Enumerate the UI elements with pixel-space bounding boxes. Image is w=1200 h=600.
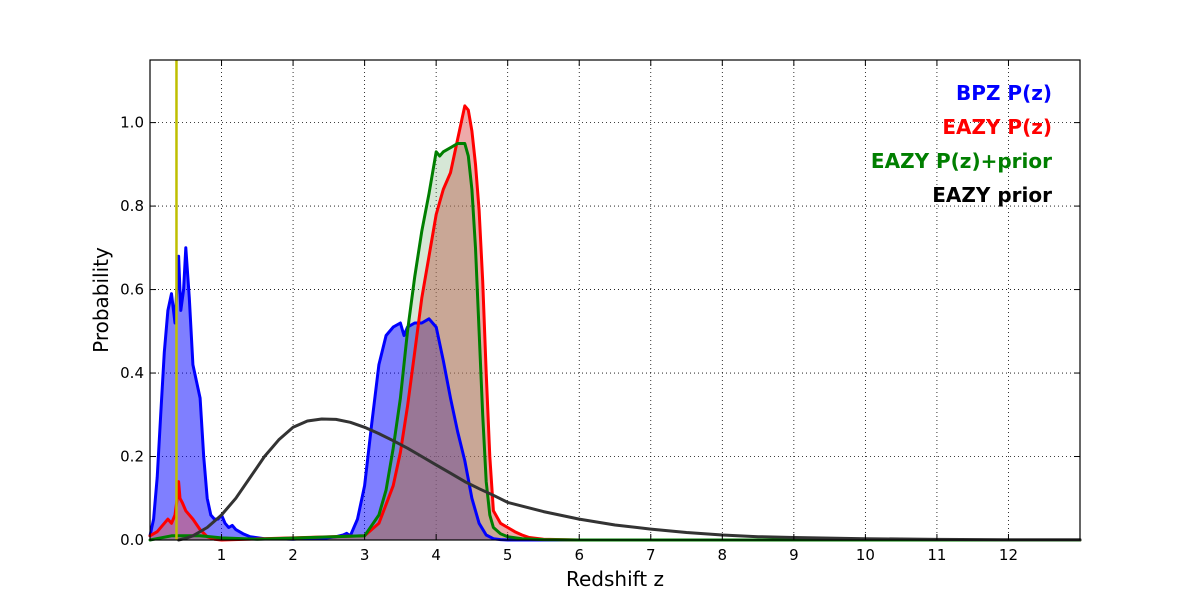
x-tick-label-5: 6 — [574, 546, 584, 564]
x-tick-label-3: 4 — [431, 546, 441, 564]
tick-labels: 1 2 3 4 5 6 7 8 9 10 11 120.00.20.40.60.81.0 — [120, 114, 1018, 564]
x-tick-label-4: 5 — [503, 546, 513, 564]
plot-frame — [149, 59, 1081, 541]
legend-entry-eazy-p-z: EAZY P(z) — [942, 115, 1052, 139]
x-tick-label-10: 11 — [927, 546, 946, 564]
x-tick-label-8: 9 — [789, 546, 799, 564]
x-tick-label-1: 2 — [288, 546, 298, 564]
x-tick-label-6: 7 — [646, 546, 656, 564]
x-tick-label-7: 8 — [718, 546, 728, 564]
y-tick-label-4: 0.8 — [120, 197, 144, 215]
axes — [149, 59, 1081, 541]
series-line-eazy-p-z — [148, 104, 1082, 542]
legend-entry-bpz-p-z: BPZ P(z) — [956, 81, 1052, 105]
legend-entry-eazy-p-z-prior: EAZY P(z)+prior — [871, 149, 1052, 173]
y-axis-label: Probability — [89, 247, 113, 353]
legend-entry-eazy-prior: EAZY prior — [932, 183, 1052, 207]
x-tick-label-11: 12 — [999, 546, 1018, 564]
y-tick-label-3: 0.6 — [120, 281, 144, 299]
y-tick-label-2: 0.4 — [120, 364, 144, 382]
x-tick-label-0: 1 — [217, 546, 227, 564]
x-tick-label-9: 10 — [856, 546, 875, 564]
grid — [150, 60, 1080, 541]
series-line-eazy-p-z-prior — [148, 142, 1082, 542]
x-axis-label: Redshift z — [566, 567, 664, 591]
series-fills — [150, 105, 1080, 541]
y-tick-label-0: 0.0 — [120, 531, 144, 549]
series-fill-bpz-p-z — [150, 247, 1080, 541]
legend: BPZ P(z) EAZY P(z) EAZY P(z)+prior EAZY pri… — [871, 81, 1052, 207]
y-tick-label-5: 1.0 — [120, 114, 144, 132]
y-tick-label-1: 0.2 — [120, 448, 144, 466]
x-tick-label-2: 3 — [360, 546, 370, 564]
